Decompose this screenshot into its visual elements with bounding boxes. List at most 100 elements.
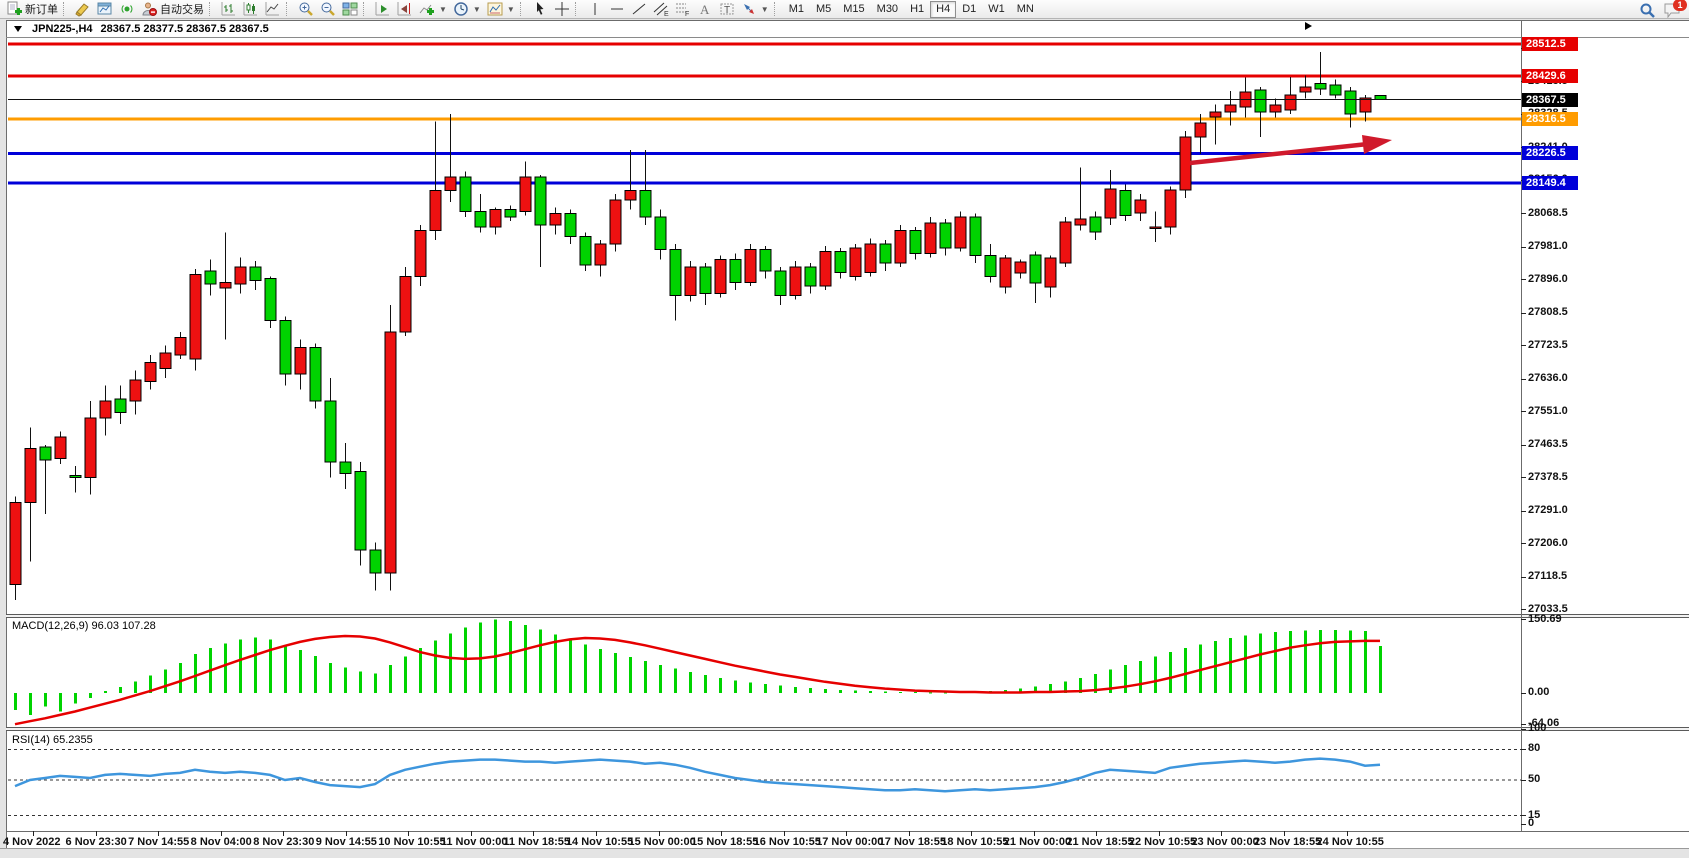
indicators-button[interactable]: ▼	[416, 1, 450, 18]
candle	[804, 266, 817, 287]
price-tick-mark	[1521, 411, 1526, 413]
trendline-tool-button[interactable]	[628, 1, 650, 18]
chart-info-bar: JPN225-,H4 28367.5 28377.5 28367.5 28367…	[14, 23, 269, 35]
one-click-collapse-icon[interactable]	[14, 26, 22, 32]
time-tick-mark	[1284, 831, 1285, 836]
timeframe-w1[interactable]: W1	[988, 2, 1005, 15]
candle	[1104, 188, 1117, 219]
cursor-tool-button[interactable]	[529, 1, 551, 18]
time-tick-mark	[220, 831, 222, 836]
time-tick-mark	[533, 831, 535, 836]
autotrading-button[interactable]: 自动交易	[138, 1, 207, 18]
main-toolbar: 新订单 自动交易	[0, 0, 1689, 19]
time-tick-label: 17 Nov 00:00	[816, 836, 884, 848]
price-tick-mark	[1521, 543, 1526, 545]
time-tick-mark	[908, 831, 910, 836]
zoom-in-button[interactable]	[295, 1, 317, 18]
candle	[1224, 104, 1237, 113]
time-tick-label: 11 Nov 00:00	[440, 836, 508, 848]
candle	[414, 230, 427, 278]
time-tick-label: 4 Nov 2022	[3, 836, 61, 848]
candle	[264, 277, 277, 322]
candlestick-chart-button[interactable]	[240, 1, 262, 18]
line-chart-button[interactable]	[262, 1, 284, 18]
candle	[669, 249, 682, 297]
candle	[1329, 84, 1342, 96]
fibonacci-icon: F	[675, 1, 691, 18]
timeframe-h4[interactable]: H4	[930, 0, 957, 18]
equidistant-channel-tool-button[interactable]: E	[650, 1, 672, 18]
time-tick-label: 11 Nov 18:55	[503, 836, 571, 848]
price-tick-label: 27118.5	[1528, 570, 1568, 583]
timeframe-m5[interactable]: M5	[815, 2, 832, 15]
window-bottom-strip	[0, 848, 1689, 858]
horizontal-line-tool-button[interactable]	[606, 1, 628, 18]
macd-signal-line	[14, 634, 1380, 726]
periods-button[interactable]: ▼	[450, 1, 484, 18]
candle	[639, 189, 652, 218]
timeframe-m15[interactable]: M15	[843, 2, 865, 15]
timeframe-d1[interactable]: D1	[962, 2, 977, 15]
candle	[864, 243, 877, 274]
templates-icon	[487, 1, 503, 17]
macd-layer	[14, 619, 1382, 726]
chart-shift-button[interactable]	[394, 1, 416, 18]
toolbar-separator	[574, 2, 580, 16]
time-tick-label: 17 Nov 18:55	[878, 836, 946, 848]
candle	[729, 258, 742, 283]
rsi-tick-label: 50	[1528, 773, 1541, 785]
price-level-label: 28316.5	[1522, 112, 1578, 127]
new-order-icon	[6, 1, 22, 17]
macd-pane-splitter[interactable]	[6, 614, 1689, 618]
time-tick-mark	[1096, 831, 1098, 836]
arrow-tools-button[interactable]: ▼	[738, 1, 772, 18]
candle	[1134, 199, 1147, 214]
new-order-button[interactable]: 新订单	[3, 1, 61, 18]
chart-shift-icon	[397, 1, 413, 17]
tile-windows-button[interactable]	[339, 1, 361, 18]
text-tool-button[interactable]: A	[694, 1, 716, 18]
candle	[594, 243, 607, 266]
candle	[474, 210, 487, 228]
scroll-to-end-marker[interactable]	[1305, 22, 1312, 30]
level-lines-layer	[8, 42, 1521, 185]
timeframe-m30[interactable]: M30	[876, 2, 899, 15]
price-tick-mark	[1521, 246, 1526, 248]
chart-window-button[interactable]	[94, 1, 116, 18]
toolbar-separator	[286, 2, 291, 16]
candle	[1074, 218, 1087, 226]
candle	[444, 176, 457, 191]
time-tick-label: 21 Nov 18:55	[1066, 836, 1134, 848]
svg-text:E: E	[664, 11, 669, 17]
candle	[249, 266, 262, 281]
vertical-line-tool-button[interactable]	[584, 1, 606, 18]
candle	[429, 189, 442, 232]
autotrading-icon	[141, 1, 157, 17]
signals-button[interactable]	[116, 1, 138, 18]
chat-button[interactable]: 1	[1663, 0, 1687, 19]
candle	[219, 281, 232, 289]
rsi-pane-splitter[interactable]	[6, 727, 1689, 731]
candle	[399, 276, 412, 333]
crosshair-tool-button[interactable]	[551, 1, 573, 18]
rsi-tick-label: 15	[1528, 808, 1541, 821]
price-tick-label: 27723.5	[1528, 338, 1568, 351]
templates-button[interactable]: ▼	[484, 1, 518, 18]
rsi-tick-label: 0	[1528, 817, 1535, 829]
styler-button[interactable]	[72, 1, 94, 18]
fibonacci-tool-button[interactable]: F	[672, 1, 694, 18]
price-tick-label: 27206.0	[1528, 536, 1568, 549]
macd-tick-label: 150.69	[1528, 612, 1562, 625]
candle	[1119, 189, 1132, 216]
bar-chart-button[interactable]	[218, 1, 240, 18]
timeframe-mn[interactable]: MN	[1016, 2, 1034, 15]
chart-window[interactable]	[6, 20, 1689, 848]
toolbar-separator	[519, 2, 525, 16]
auto-scroll-button[interactable]	[372, 1, 394, 18]
zoom-out-button[interactable]	[317, 1, 339, 18]
timeframe-h1[interactable]: H1	[910, 2, 925, 15]
timeframe-m1[interactable]: M1	[788, 2, 804, 15]
search-icon[interactable]	[1639, 2, 1655, 18]
text-label-tool-button[interactable]: T	[716, 1, 738, 18]
